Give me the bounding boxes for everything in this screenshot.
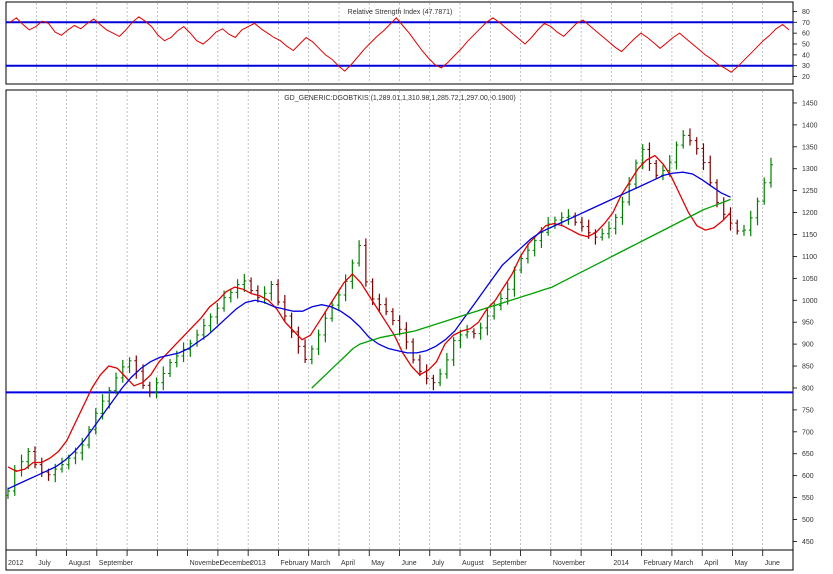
x-axis: 2012 July August September NovemberDecember2… <box>5 550 780 567</box>
x-tick-label: November <box>553 560 586 567</box>
x-tick-label: 2012 <box>8 560 24 567</box>
price-y-tick-label: 1450 <box>802 100 818 107</box>
price-y-axis: 1450 1400 1350 1300 1250 1200 1150 1100 1050 1000… <box>793 100 818 546</box>
price-bars <box>6 128 773 499</box>
price-y-tick-label: 1250 <box>802 188 818 195</box>
price-y-tick-label: 1100 <box>802 254 817 261</box>
rsi-y-tick-label: 60 <box>802 31 810 38</box>
rsi-y-tick-label: 30 <box>802 63 810 70</box>
price-y-tick-label: 550 <box>802 495 814 502</box>
rsi-y-axis: 80 70 60 50 40 30 20 <box>793 9 810 81</box>
x-tick-label: September <box>99 560 134 567</box>
price-panel-title: GD_GENERIC:DGOBTKIS (1,289.01,1,310.98,1… <box>284 95 516 102</box>
price-y-tick-label: 1350 <box>802 144 818 151</box>
price-y-tick-label: 1300 <box>802 166 818 173</box>
price-y-tick-label: 450 <box>802 539 814 546</box>
ma-long-line <box>311 198 731 389</box>
price-y-tick-label: 1400 <box>802 122 818 129</box>
price-y-tick-label: 900 <box>802 342 814 349</box>
moving-averages <box>7 154 731 490</box>
price-y-tick-label: 1000 <box>802 298 818 305</box>
rsi-y-tick-label: 70 <box>802 20 810 27</box>
rsi-y-tick-label: 80 <box>802 9 810 16</box>
price-y-tick-label: 850 <box>802 364 814 371</box>
x-tick-label: July <box>432 560 445 567</box>
x-tick-label: September <box>492 560 527 567</box>
rsi-y-tick-label: 40 <box>802 52 810 59</box>
price-y-tick-label: 500 <box>802 517 814 524</box>
x-tick-label: May <box>734 560 748 567</box>
x-tick-label: June <box>402 560 417 567</box>
rsi-gridlines <box>35 3 764 83</box>
price-y-tick-label: 1150 <box>802 232 817 239</box>
x-tick-label: April <box>341 560 355 567</box>
x-tick-label: December <box>220 560 253 567</box>
rsi-series <box>9 16 790 73</box>
price-y-tick-label: 800 <box>802 385 814 392</box>
x-tick-label: 2014 <box>613 560 629 567</box>
rsi-y-tick-label: 50 <box>802 42 810 49</box>
price-y-tick-label: 950 <box>802 320 814 327</box>
rsi-y-tick-label: 20 <box>802 74 810 81</box>
x-tick-label: March <box>674 560 694 567</box>
x-tick-label: April <box>704 560 718 567</box>
x-tick-label: July <box>38 560 51 567</box>
x-tick-label: February <box>644 560 673 567</box>
x-tick-label: 2013 <box>250 560 266 567</box>
x-tick-label: August <box>69 560 91 567</box>
rsi-line <box>9 16 790 73</box>
x-tick-label: May <box>371 560 385 567</box>
rsi-panel-title: Relative Strength Index (47.7871) <box>348 9 453 16</box>
price-y-tick-label: 1050 <box>802 276 818 283</box>
x-tick-label: June <box>765 560 780 567</box>
x-tick-label: November <box>190 560 223 567</box>
x-tick-label: August <box>462 560 484 567</box>
x-tick-label: February <box>280 560 309 567</box>
price-y-tick-label: 1200 <box>802 210 818 217</box>
price-y-tick-label: 700 <box>802 429 814 436</box>
price-y-tick-label: 750 <box>802 407 814 414</box>
price-y-tick-label: 650 <box>802 451 814 458</box>
ma-mid-line <box>7 171 731 490</box>
x-tick-label: March <box>311 560 331 567</box>
price-y-tick-label: 600 <box>802 473 814 480</box>
